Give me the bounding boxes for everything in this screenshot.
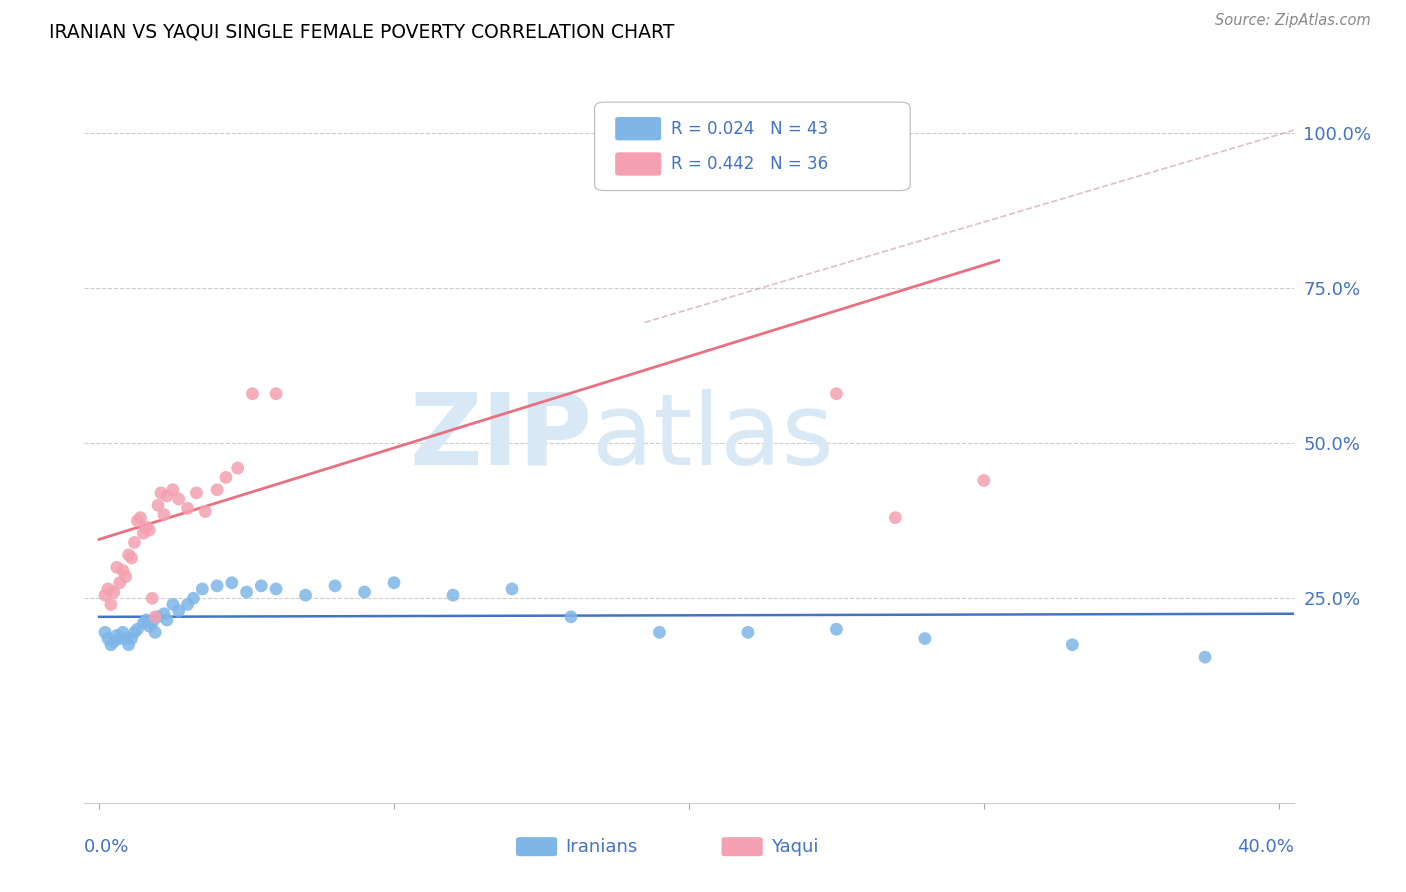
Point — [162, 483, 184, 497]
Point — [153, 607, 176, 621]
Point — [382, 575, 405, 590]
Point — [176, 501, 198, 516]
Point — [353, 585, 375, 599]
Point — [143, 610, 166, 624]
Point — [191, 582, 214, 596]
Point — [121, 551, 143, 566]
Point — [1062, 638, 1084, 652]
Point — [167, 491, 190, 506]
Point — [153, 508, 176, 522]
Point — [94, 588, 117, 602]
Point — [205, 483, 228, 497]
Text: ZIP: ZIP — [409, 389, 592, 485]
Point — [143, 625, 166, 640]
Point — [138, 523, 160, 537]
Point — [194, 504, 217, 518]
Point — [117, 638, 139, 652]
Point — [737, 625, 759, 640]
Text: R = 0.024   N = 43: R = 0.024 N = 43 — [671, 120, 828, 137]
Point — [141, 591, 163, 606]
Point — [973, 474, 995, 488]
Text: Yaqui: Yaqui — [770, 838, 818, 855]
Point — [250, 579, 273, 593]
Point — [825, 622, 848, 636]
Point — [205, 579, 228, 593]
Point — [264, 582, 287, 596]
Point — [124, 625, 146, 640]
Point — [100, 598, 122, 612]
Point — [323, 579, 346, 593]
Point — [105, 560, 128, 574]
Point — [294, 588, 316, 602]
Point — [167, 604, 190, 618]
Point — [884, 510, 907, 524]
Text: IRANIAN VS YAQUI SINGLE FEMALE POVERTY CORRELATION CHART: IRANIAN VS YAQUI SINGLE FEMALE POVERTY C… — [49, 22, 675, 41]
Point — [825, 154, 848, 169]
Point — [114, 632, 136, 646]
Point — [138, 619, 160, 633]
FancyBboxPatch shape — [595, 102, 910, 191]
Point — [264, 386, 287, 401]
Point — [132, 526, 155, 541]
Point — [103, 634, 125, 648]
Point — [97, 632, 120, 646]
Point — [100, 638, 122, 652]
FancyBboxPatch shape — [516, 838, 557, 856]
Point — [183, 591, 205, 606]
Text: 40.0%: 40.0% — [1237, 838, 1294, 855]
Point — [156, 489, 179, 503]
Point — [648, 625, 671, 640]
Point — [124, 535, 146, 549]
Text: Iranians: Iranians — [565, 838, 638, 855]
Point — [141, 615, 163, 630]
Point — [1194, 650, 1216, 665]
FancyBboxPatch shape — [721, 838, 762, 856]
Point — [111, 625, 134, 640]
Point — [135, 520, 157, 534]
Point — [501, 582, 523, 596]
Point — [150, 486, 173, 500]
Point — [114, 569, 136, 583]
Point — [103, 585, 125, 599]
Point — [176, 598, 198, 612]
Point — [441, 588, 464, 602]
Point — [108, 575, 131, 590]
FancyBboxPatch shape — [616, 117, 661, 140]
Point — [121, 632, 143, 646]
Point — [242, 386, 264, 401]
Point — [129, 510, 152, 524]
Point — [560, 610, 582, 624]
Point — [914, 632, 936, 646]
FancyBboxPatch shape — [616, 153, 661, 176]
Point — [146, 610, 169, 624]
Text: R = 0.442   N = 36: R = 0.442 N = 36 — [671, 155, 828, 173]
Text: Source: ZipAtlas.com: Source: ZipAtlas.com — [1215, 13, 1371, 29]
Point — [94, 625, 117, 640]
Point — [111, 563, 134, 577]
Point — [162, 598, 184, 612]
Point — [105, 628, 128, 642]
Point — [235, 585, 257, 599]
Point — [127, 514, 149, 528]
Text: atlas: atlas — [592, 389, 834, 485]
Text: 0.0%: 0.0% — [84, 838, 129, 855]
Point — [146, 498, 169, 512]
Point — [221, 575, 243, 590]
Point — [135, 613, 157, 627]
Point — [215, 470, 238, 484]
Point — [127, 622, 149, 636]
Point — [108, 632, 131, 646]
Point — [132, 615, 155, 630]
Point — [117, 548, 139, 562]
Point — [226, 461, 249, 475]
Point — [156, 613, 179, 627]
Point — [825, 386, 848, 401]
Point — [186, 486, 208, 500]
Point — [97, 582, 120, 596]
